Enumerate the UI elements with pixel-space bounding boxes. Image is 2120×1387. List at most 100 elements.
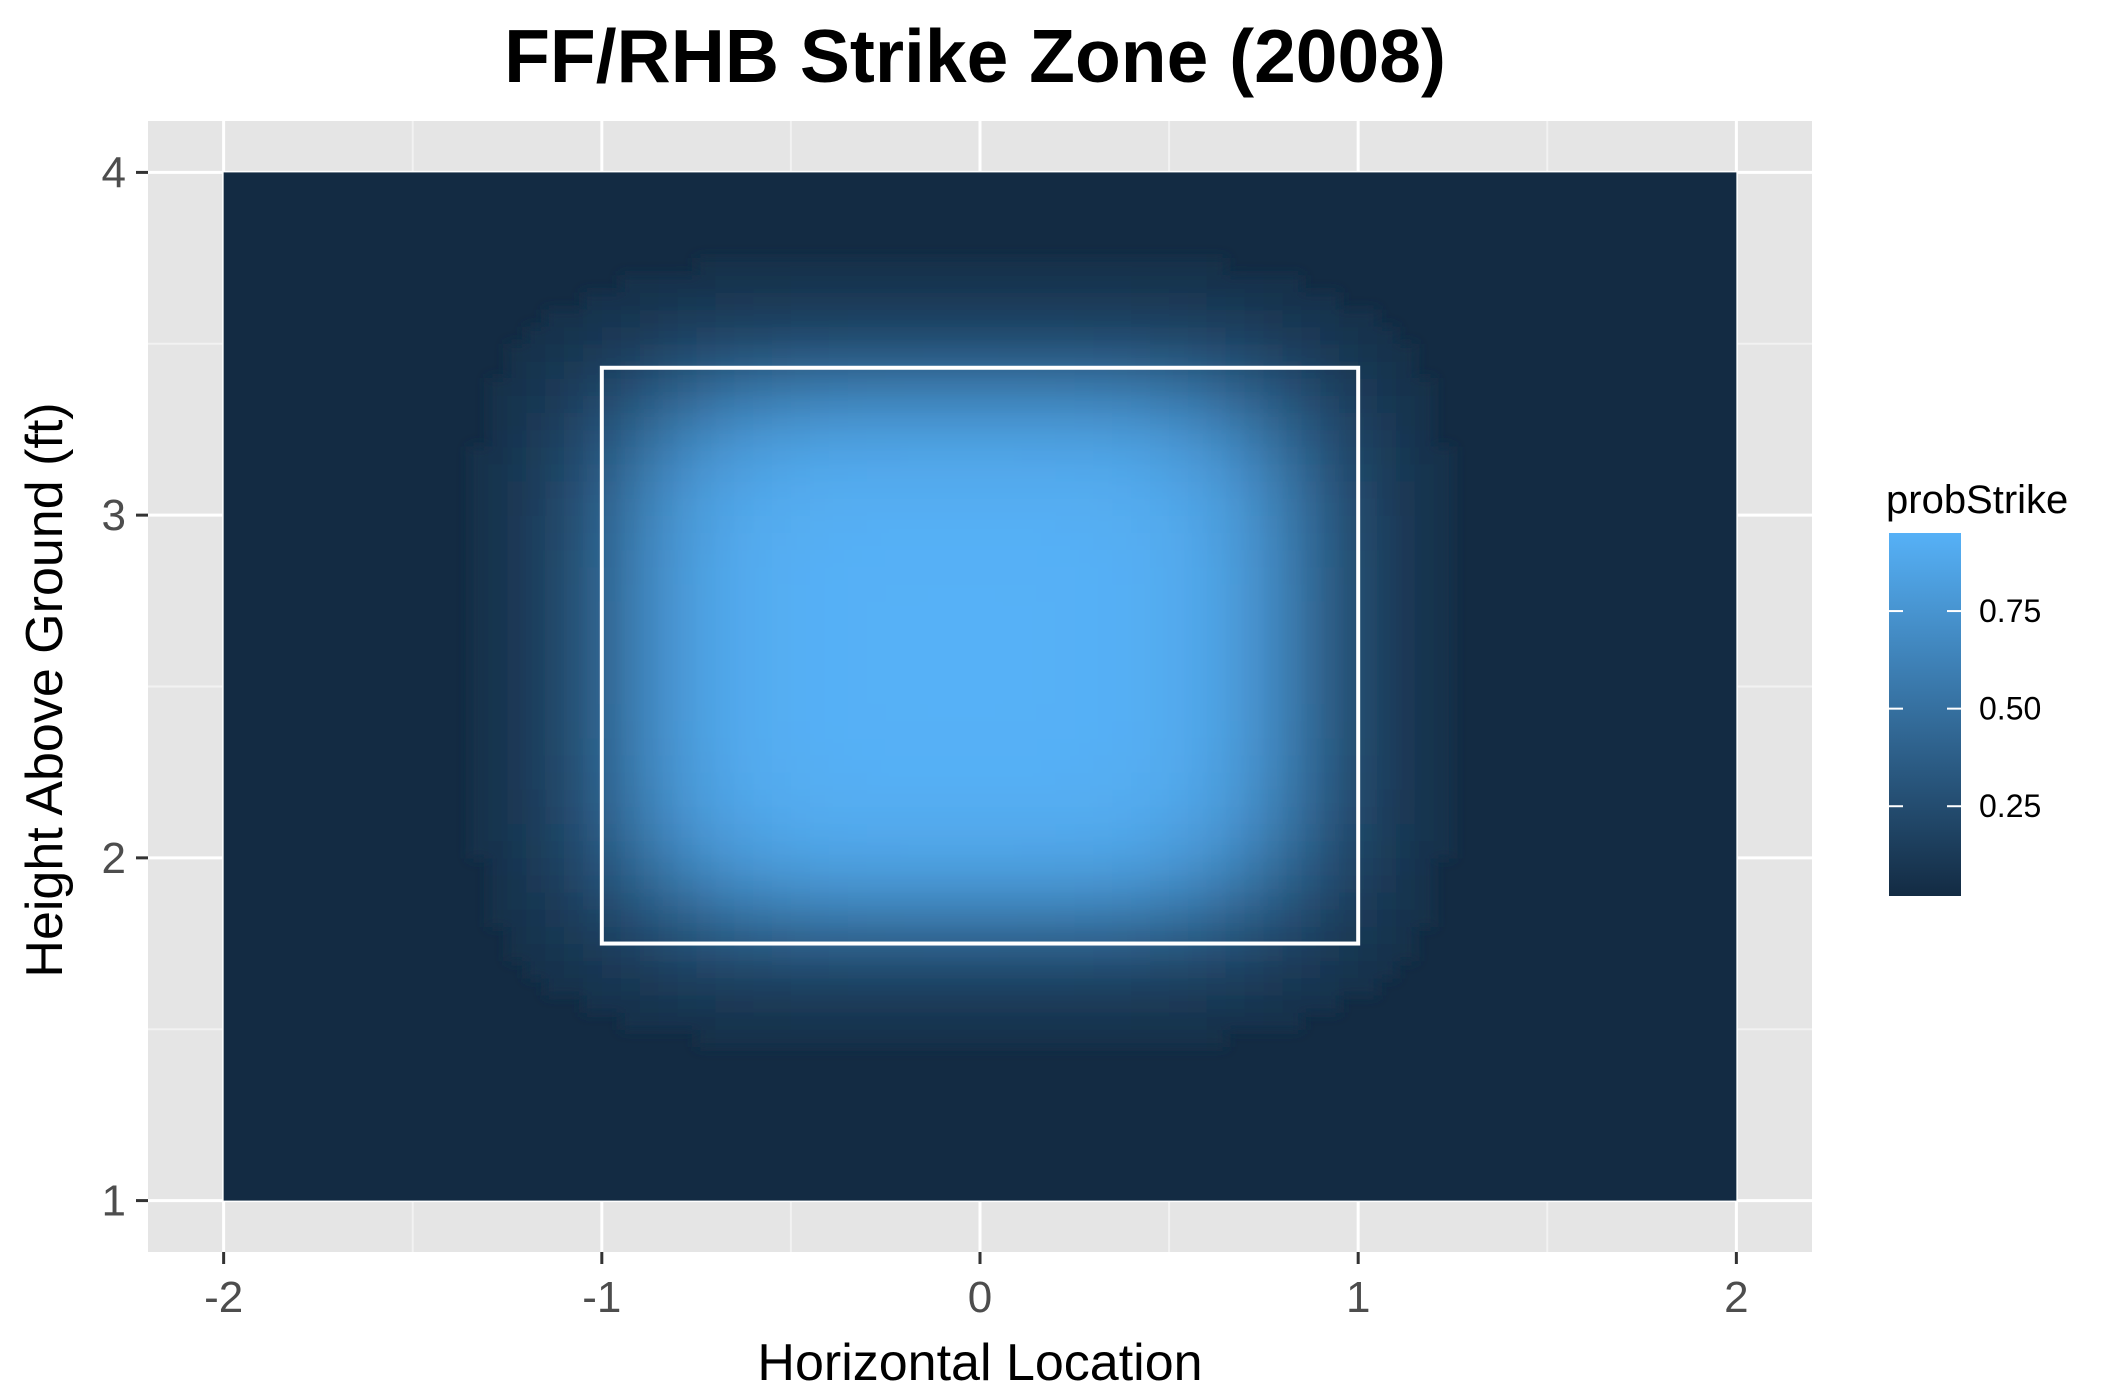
heatmap-tile	[507, 926, 527, 945]
heatmap-tile	[998, 806, 1019, 825]
heatmap-tile	[753, 977, 773, 996]
heatmap-tile	[904, 480, 924, 499]
heatmap-tile	[1358, 378, 1378, 396]
heatmap-tile	[1169, 977, 1189, 996]
heatmap-tile	[885, 343, 905, 362]
heatmap-tile	[961, 258, 981, 276]
heatmap-tile	[1282, 857, 1303, 876]
heatmap-tile	[998, 395, 1019, 413]
heatmap-tile	[1169, 823, 1189, 842]
heatmap-tile	[639, 515, 660, 533]
heatmap-tile	[1188, 549, 1208, 568]
heatmap-tile	[601, 360, 622, 379]
heatmap-tile	[1093, 343, 1113, 362]
heatmap-tile	[1131, 360, 1151, 379]
heatmap-tile	[696, 309, 716, 328]
heatmap-tile	[1093, 994, 1113, 1013]
heatmap-tile	[1282, 977, 1303, 996]
heatmap-tile	[1377, 378, 1397, 396]
heatmap-tile	[1206, 549, 1227, 568]
heatmap-tile	[601, 977, 622, 996]
heatmap-tile	[545, 429, 565, 448]
heatmap-tile	[866, 600, 887, 619]
heatmap-tile	[1301, 309, 1321, 328]
heatmap-tile	[1339, 703, 1359, 722]
heatmap-tile	[677, 309, 697, 328]
heatmap-tile	[545, 703, 565, 722]
heatmap-tile	[526, 532, 546, 551]
heatmap-tile	[1093, 463, 1113, 482]
heatmap-tile	[488, 515, 508, 533]
heatmap-tile	[639, 943, 660, 962]
heatmap-tile	[639, 875, 660, 893]
heatmap-tile	[620, 446, 641, 465]
heatmap-tile	[677, 652, 697, 670]
heatmap-tile	[885, 960, 905, 979]
heatmap-tile	[1036, 446, 1057, 465]
heatmap-tile	[1036, 703, 1057, 722]
heatmap-tile	[809, 806, 830, 825]
heatmap-tile	[1263, 840, 1284, 859]
heatmap-tile	[866, 943, 887, 962]
heatmap-tile	[1036, 480, 1057, 499]
heatmap-tile	[885, 463, 905, 482]
heatmap-tile	[1055, 669, 1076, 688]
heatmap-tile	[1358, 532, 1378, 551]
heatmap-tile	[772, 1029, 792, 1047]
heatmap-tile	[1131, 806, 1151, 825]
heatmap-tile	[904, 737, 924, 756]
heatmap-tile	[753, 446, 773, 465]
heatmap-tile	[1225, 309, 1246, 328]
heatmap-tile	[885, 635, 905, 653]
heatmap-tile	[545, 412, 565, 431]
heatmap-tile	[1150, 977, 1170, 996]
heatmap-tile	[1282, 429, 1303, 448]
heatmap-tile	[1263, 994, 1284, 1013]
heatmap-tile	[564, 960, 584, 979]
heatmap-tile	[961, 652, 981, 670]
heatmap-tile	[866, 292, 887, 311]
heatmap-tile	[1206, 566, 1227, 585]
heatmap-tile	[564, 395, 584, 413]
heatmap-tile	[1112, 583, 1132, 602]
heatmap-tile	[809, 926, 830, 945]
heatmap-tile	[1263, 823, 1284, 842]
heatmap-tile	[677, 943, 697, 962]
heatmap-tile	[526, 343, 546, 362]
heatmap-tile	[980, 977, 1000, 996]
heatmap-tile	[1320, 909, 1340, 928]
heatmap-tile	[1396, 669, 1416, 688]
heatmap-tile	[545, 378, 565, 396]
heatmap-tile	[772, 463, 792, 482]
heatmap-tile	[1093, 875, 1113, 893]
heatmap-tile	[639, 806, 660, 825]
heatmap-tile	[1055, 943, 1076, 962]
heatmap-tile	[1433, 480, 1454, 499]
heatmap-tile	[998, 360, 1019, 379]
heatmap-tile	[923, 1029, 943, 1047]
heatmap-tile	[866, 960, 887, 979]
heatmap-tile	[847, 703, 868, 722]
heatmap-tile	[526, 326, 546, 345]
heatmap-tile	[1358, 737, 1378, 756]
heatmap-tile	[790, 429, 811, 448]
heatmap-tile	[1055, 275, 1076, 293]
heatmap-tile	[1244, 772, 1265, 790]
heatmap-tile	[734, 326, 754, 345]
heatmap-tile	[734, 360, 754, 379]
heatmap-tile	[582, 480, 603, 499]
heatmap-tile	[1339, 669, 1359, 688]
heatmap-tile	[1074, 343, 1095, 362]
heatmap-tile	[1017, 532, 1038, 551]
heatmap-tile	[545, 789, 565, 808]
heatmap-tile	[1150, 275, 1170, 293]
heatmap-tile	[507, 532, 527, 551]
y-tick-label: 2	[102, 834, 126, 883]
heatmap-tile	[753, 1029, 773, 1047]
heatmap-tile	[809, 755, 830, 773]
heatmap-tile	[772, 1012, 792, 1030]
heatmap-tile	[469, 755, 489, 773]
heatmap-tile	[1320, 343, 1340, 362]
heatmap-tile	[1017, 635, 1038, 653]
heatmap-tile	[715, 892, 735, 910]
